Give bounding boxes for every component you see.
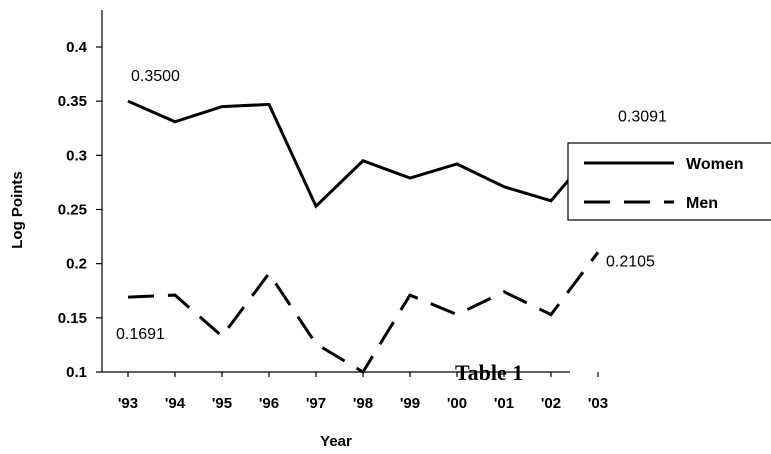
- series-line-men: [127, 251, 600, 375]
- data-label: 0.3500: [131, 68, 180, 85]
- x-tick-label: '99: [400, 395, 420, 412]
- y-tick-label: 0.35: [58, 93, 87, 110]
- y-tick-label: 0.15: [58, 310, 87, 327]
- legend: Women Men: [567, 142, 771, 221]
- legend-label-men: Men: [686, 195, 718, 212]
- x-tick-label: '95: [212, 395, 232, 412]
- x-tick-label: '94: [165, 395, 186, 412]
- table-caption: Table 1: [455, 360, 523, 385]
- y-tick-label: 0.1: [66, 364, 87, 381]
- x-tick-label: '00: [447, 395, 467, 412]
- series-line-women: [127, 99, 600, 209]
- x-tick-label: '97: [306, 395, 326, 412]
- x-tick-label: '03: [588, 395, 608, 412]
- y-tick-label: 0.2: [66, 256, 87, 273]
- y-tick-label: 0.25: [58, 202, 87, 219]
- legend-label-women: Women: [686, 156, 743, 173]
- legend-box: [567, 142, 771, 221]
- data-label: 0.2105: [606, 253, 655, 270]
- data-label: 0.1691: [116, 326, 165, 343]
- plot-area: 0.1 0.15 0.2 0.25 0.3 0.35 0.4 '93 '94 '95 '96 '97 '…: [58, 10, 667, 412]
- y-tick-label: 0.4: [66, 39, 88, 56]
- x-tick-label: '98: [353, 395, 373, 412]
- data-label: 0.3091: [618, 108, 667, 125]
- x-tick-label: '02: [541, 395, 561, 412]
- y-tick-label: 0.3: [66, 147, 87, 164]
- x-tick-label: '93: [118, 395, 138, 412]
- x-tick-label: '96: [259, 395, 279, 412]
- x-axis-title: Year: [320, 433, 352, 450]
- x-tick-label: '01: [494, 395, 514, 412]
- y-axis-title: Log Points: [9, 171, 26, 249]
